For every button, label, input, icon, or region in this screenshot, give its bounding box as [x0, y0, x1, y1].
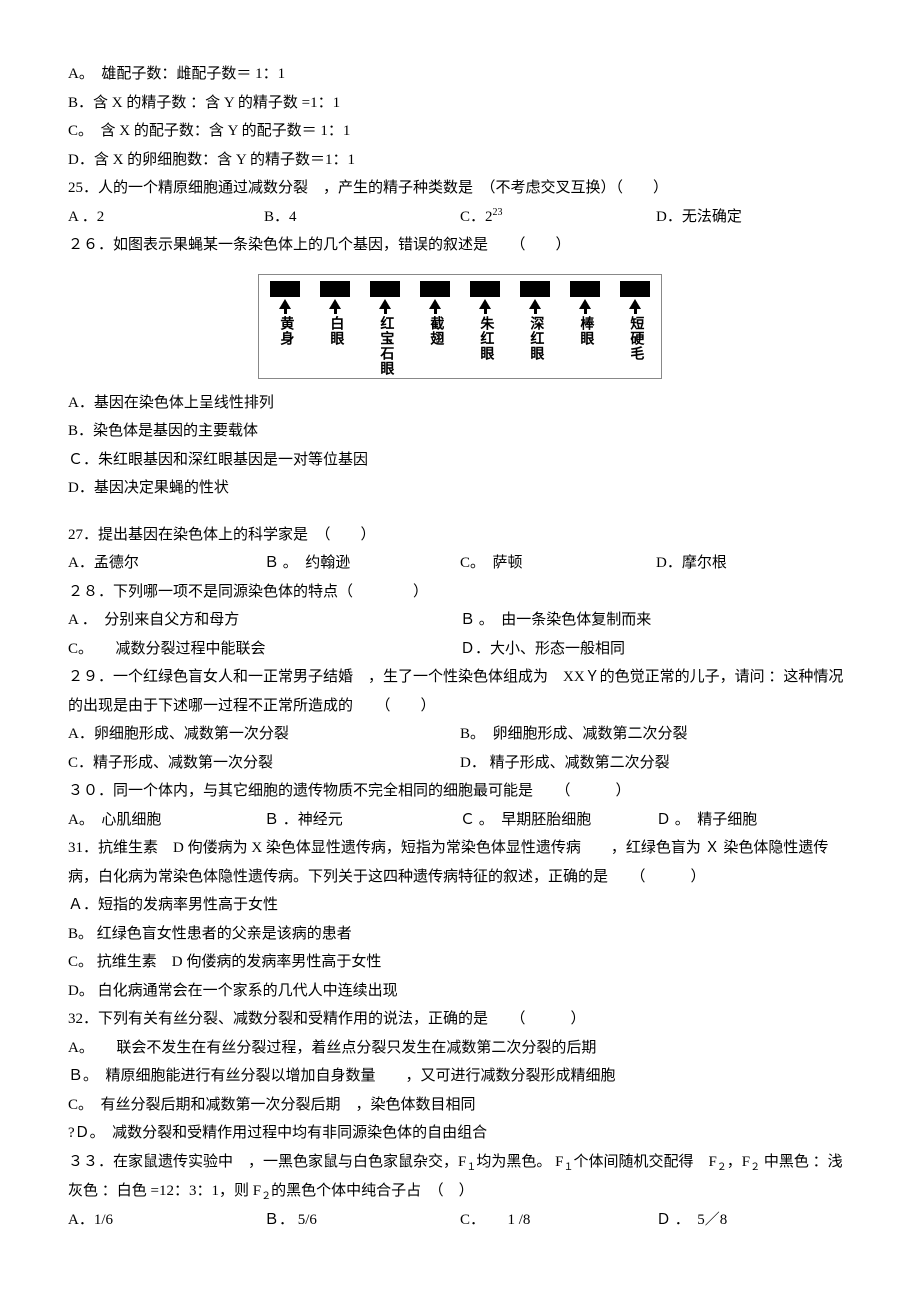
chromosome-diagram: 黄身 白眼 红宝石眼 截翅 朱红眼 深红眼 棒眼 短硬毛 — [68, 274, 852, 379]
gene-column: 朱红眼 — [469, 281, 501, 361]
q26-option-d: D．基因决定果蝇的性状 — [68, 474, 852, 503]
q31-option-c: C。 抗维生素 D 佝偻病的发病率男性高于女性 — [68, 948, 852, 977]
q24-option-c: C。 含 X 的配子数：含 Y 的配子数＝ 1：1 — [68, 117, 852, 146]
q24-option-d: D．含 X 的卵细胞数：含 Y 的精子数＝1：1 — [68, 146, 852, 175]
q26-stem: ２６．如图表示果蝇某一条染色体上的几个基因，错误的叙述是 （ ） — [68, 231, 852, 260]
gene-column: 棒眼 — [569, 281, 601, 346]
q30-options: A。 心肌细胞 Ｂ ．神经元 Ｃ 。 早期胚胎细胞 Ｄ 。 精子细胞 — [68, 806, 852, 835]
q27-stem: 27．提出基因在染色体上的科学家是 （ ） — [68, 521, 852, 550]
q30-option-d: Ｄ 。 精子细胞 — [656, 806, 852, 835]
q26-option-a: A．基因在染色体上呈线性排列 — [68, 389, 852, 418]
gene-label: 朱红眼 — [478, 316, 493, 361]
q25-option-d: D．无法确定 — [656, 203, 852, 232]
q27-option-a: A．孟德尔 — [68, 549, 264, 578]
q28-option-a: A ． 分别来自父方和母方 — [68, 606, 460, 635]
gene-label: 棒眼 — [578, 316, 593, 346]
q27-option-b: Ｂ 。 约翰逊 — [264, 549, 460, 578]
gene-column: 截翅 — [419, 281, 451, 346]
q25-stem: 25．人的一个精原细胞通过减数分裂 ，产生的精子种类数是 （不考虑交叉互换）（ … — [68, 174, 852, 203]
q31-option-b: B。 红绿色盲女性患者的父亲是该病的患者 — [68, 920, 852, 949]
q25-option-b: B．4 — [264, 203, 460, 232]
q33-options: A．1/6 Ｂ． 5/6 C． 1 /8 Ｄ ． 5／8 — [68, 1206, 852, 1235]
q28-option-b: Ｂ 。 由一条染色体复制而来 — [460, 606, 852, 635]
q31-stem: 31．抗维生素 D 佝偻病为 X 染色体显性遗传病，短指为常染色体显性遗传病 ，… — [68, 834, 852, 891]
q28-option-c: C。 减数分裂过程中能联会 — [68, 635, 460, 664]
q28-options-row2: C。 减数分裂过程中能联会 Ｄ．大小、形态一般相同 — [68, 635, 852, 664]
q31-option-d: D。 白化病通常会在一个家系的几代人中连续出现 — [68, 977, 852, 1006]
q27-option-c: C。 萨顿 — [460, 549, 656, 578]
q27-options: A．孟德尔 Ｂ 。 约翰逊 C。 萨顿 D．摩尔根 — [68, 549, 852, 578]
q32-option-c: C。 有丝分裂后期和减数第一次分裂后期 ，染色体数目相同 — [68, 1091, 852, 1120]
q25-option-a: A ．2 — [68, 203, 264, 232]
q29-option-c: C．精子形成、减数第一次分裂 — [68, 749, 460, 778]
q32-option-b: Ｂ。 精原细胞能进行有丝分裂以增加自身数量 ，又可进行减数分裂形成精细胞 — [68, 1062, 852, 1091]
q24-option-a: A。 雄配子数：雌配子数＝ 1：1 — [68, 60, 852, 89]
q32-option-d: ?Ｄ。 减数分裂和受精作用过程中均有非同源染色体的自由组合 — [68, 1119, 852, 1148]
q29-options-row1: A．卵细胞形成、减数第一次分裂 B。 卵细胞形成、减数第二次分裂 — [68, 720, 852, 749]
gene-label: 红宝石眼 — [378, 316, 393, 376]
q33-option-a: A．1/6 — [68, 1206, 264, 1235]
q33-option-b: Ｂ． 5/6 — [264, 1206, 460, 1235]
q29-option-b: B。 卵细胞形成、减数第二次分裂 — [460, 720, 852, 749]
q30-option-c: Ｃ 。 早期胚胎细胞 — [460, 806, 656, 835]
q26-option-b: B．染色体是基因的主要载体 — [68, 417, 852, 446]
q30-option-b: Ｂ ．神经元 — [264, 806, 460, 835]
q32-stem: 32．下列有关有丝分裂、减数分裂和受精作用的说法，正确的是 （ ） — [68, 1005, 852, 1034]
q33-stem: ３３．在家鼠遗传实验中 ，一黑色家鼠与白色家鼠杂交，F１均为黑色。 F１个体间随… — [68, 1148, 852, 1206]
q28-option-d: Ｄ．大小、形态一般相同 — [460, 635, 852, 664]
gene-label: 白眼 — [328, 316, 343, 346]
q24-option-b: B．含 X 的精子数 ：含 Y 的精子数 =1：1 — [68, 89, 852, 118]
gene-column: 白眼 — [319, 281, 351, 346]
q29-stem: ２９．一个红绿色盲女人和一正常男子结婚 ，生了一个性染色体组成为 XXＹ的色觉正… — [68, 663, 852, 720]
q25-options: A ．2 B．4 C．223 D．无法确定 — [68, 203, 852, 232]
gene-column: 红宝石眼 — [369, 281, 401, 376]
q29-option-d: D． 精子形成、减数第二次分裂 — [460, 749, 852, 778]
q30-option-a: A。 心肌细胞 — [68, 806, 264, 835]
q33-option-c: C． 1 /8 — [460, 1206, 656, 1235]
q28-options-row1: A ． 分别来自父方和母方 Ｂ 。 由一条染色体复制而来 — [68, 606, 852, 635]
q28-stem: ２８．下列哪一项不是同源染色体的特点（ ） — [68, 578, 852, 607]
q27-option-d: D．摩尔根 — [656, 549, 852, 578]
q26-option-c: Ｃ．朱红眼基因和深红眼基因是一对等位基因 — [68, 446, 852, 475]
gene-label: 深红眼 — [528, 316, 543, 361]
q29-option-a: A．卵细胞形成、减数第一次分裂 — [68, 720, 460, 749]
q33-option-d: Ｄ ． 5／8 — [656, 1206, 852, 1235]
q29-options-row2: C．精子形成、减数第一次分裂 D． 精子形成、减数第二次分裂 — [68, 749, 852, 778]
gene-label: 截翅 — [428, 316, 443, 346]
q30-stem: ３０．同一个体内，与其它细胞的遗传物质不完全相同的细胞最可能是 （ ） — [68, 777, 852, 806]
gene-label: 短硬毛 — [628, 316, 643, 361]
gene-column: 短硬毛 — [619, 281, 651, 361]
q32-option-a: A。 联会不发生在有丝分裂过程，着丝点分裂只发生在减数第二次分裂的后期 — [68, 1034, 852, 1063]
gene-column: 深红眼 — [519, 281, 551, 361]
gene-label: 黄身 — [278, 316, 293, 346]
q25-option-c: C．223 — [460, 203, 656, 232]
gene-column: 黄身 — [269, 281, 301, 346]
q31-option-a: Ａ．短指的发病率男性高于女性 — [68, 891, 852, 920]
